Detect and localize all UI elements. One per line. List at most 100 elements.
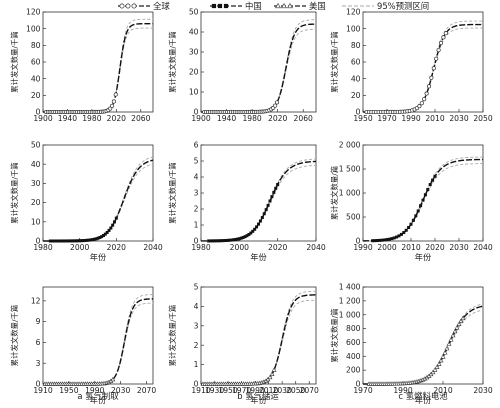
plot-frame [42, 144, 154, 242]
captions: a 氢气制取 b 氢气储运 c 氢燃料电池 [77, 391, 448, 401]
data-point [266, 203, 270, 207]
x-tick-label: 2020 [268, 243, 287, 252]
data-point [424, 91, 429, 96]
data-point [404, 228, 408, 232]
y-tick-label: 0 [194, 108, 199, 117]
y-axis-label: 累计发文数量/篇 [330, 166, 339, 220]
data-point [228, 238, 232, 242]
data-point [109, 226, 113, 230]
data-point [218, 239, 222, 243]
data-point [113, 92, 118, 97]
panel-caption: b 氢气储运 [237, 391, 279, 401]
data-point [442, 350, 448, 355]
data-point [269, 371, 275, 377]
x-tick-label: 1930 [205, 386, 224, 395]
data-point [237, 237, 241, 241]
chart-c-global: 0 20 40 60 80 100 120 1950 1970 1990 2010 2030 2050 累… [330, 8, 493, 123]
data-point [216, 239, 220, 243]
fitted-curve [43, 298, 154, 385]
data-point [385, 238, 389, 242]
data-point [422, 97, 427, 102]
x-tick-label: 2040 [473, 243, 492, 252]
data-point [446, 341, 452, 346]
fitted-curve [43, 159, 154, 242]
data-point [105, 230, 109, 234]
data-point [454, 325, 460, 330]
y-tick-label: 60 [351, 58, 361, 67]
panel-caption: c 氢燃料电池 [398, 391, 448, 401]
y-tick-label: 80 [351, 41, 361, 50]
data-point [63, 239, 67, 243]
chart-a-global: 0 20 40 60 80 100 120 1900 1940 1980 2020 2060 累计发文数… [10, 8, 154, 123]
x-tick-label: 1990 [353, 243, 372, 252]
data-point [78, 239, 82, 243]
data-point [450, 332, 456, 338]
y-tick-label: 80 [31, 41, 41, 50]
y-tick-label: 5 [194, 283, 199, 292]
x-tick-label: 2030 [449, 243, 468, 252]
data-point [245, 234, 249, 238]
y-tick-label: 1 [194, 360, 199, 369]
y-tick-label: 0 [356, 380, 361, 389]
data-point [375, 239, 379, 243]
data-point [419, 101, 424, 106]
data-point [429, 75, 434, 80]
data-point [89, 238, 93, 242]
legend-marker [275, 2, 281, 9]
y-tick-label: 40 [31, 160, 41, 169]
x-tick-label: 2040 [143, 243, 162, 252]
data-point [91, 238, 94, 242]
data-point [395, 235, 399, 239]
data-point [107, 228, 111, 232]
y-tick-label: 6 [194, 141, 199, 150]
y-tick-label: 3 [194, 189, 199, 198]
x-tick-label: 2070 [137, 386, 156, 395]
data-point [207, 239, 211, 243]
data-point [390, 237, 394, 241]
plot-frame [200, 286, 317, 385]
data-point [428, 183, 432, 187]
y-tick-label: 10 [189, 88, 199, 97]
x-tick-label: 2020 [268, 114, 287, 123]
data-point [241, 235, 245, 239]
y-tick-label: 30 [189, 48, 199, 57]
data-point [253, 227, 257, 231]
data-point [61, 239, 65, 243]
x-tick-label: 2050 [473, 114, 492, 123]
data-point [100, 235, 104, 239]
data-point [52, 239, 56, 243]
y-tick-label: 100 [346, 24, 361, 33]
y-tick-label: 12 [31, 296, 41, 305]
data-point [274, 100, 280, 105]
data-point [267, 374, 273, 380]
lower-prediction-band [43, 302, 154, 385]
data-point [65, 239, 69, 243]
data-point [85, 238, 89, 242]
data-point [407, 226, 411, 230]
data-point [380, 238, 384, 242]
x-tick-label: 1990 [85, 386, 104, 395]
x-tick-label: 2020 [425, 243, 444, 252]
y-tick-label: 10 [31, 217, 41, 226]
data-point [392, 236, 396, 240]
data-point [436, 361, 442, 366]
legend-marker [281, 2, 287, 9]
lower-prediction-band [43, 163, 154, 242]
data-point [257, 222, 260, 226]
y-tick-label: 1 500 [339, 165, 361, 174]
data-point [209, 239, 213, 243]
y-tick-label: 0 [36, 380, 41, 389]
y-axis-label: 累计发文数量/千篇 [10, 31, 19, 93]
data-point [271, 367, 277, 372]
chart-c-china: 0 500 1 000 1 500 2 000 1990 2000 2010 2020 2030 2… [330, 141, 493, 262]
data-point [431, 178, 435, 182]
data-point [423, 193, 427, 197]
data-point [83, 238, 87, 242]
y-tick-label: 0 [356, 237, 361, 246]
lower-prediction-band [363, 27, 483, 113]
x-tick-label: 1950 [353, 114, 372, 123]
